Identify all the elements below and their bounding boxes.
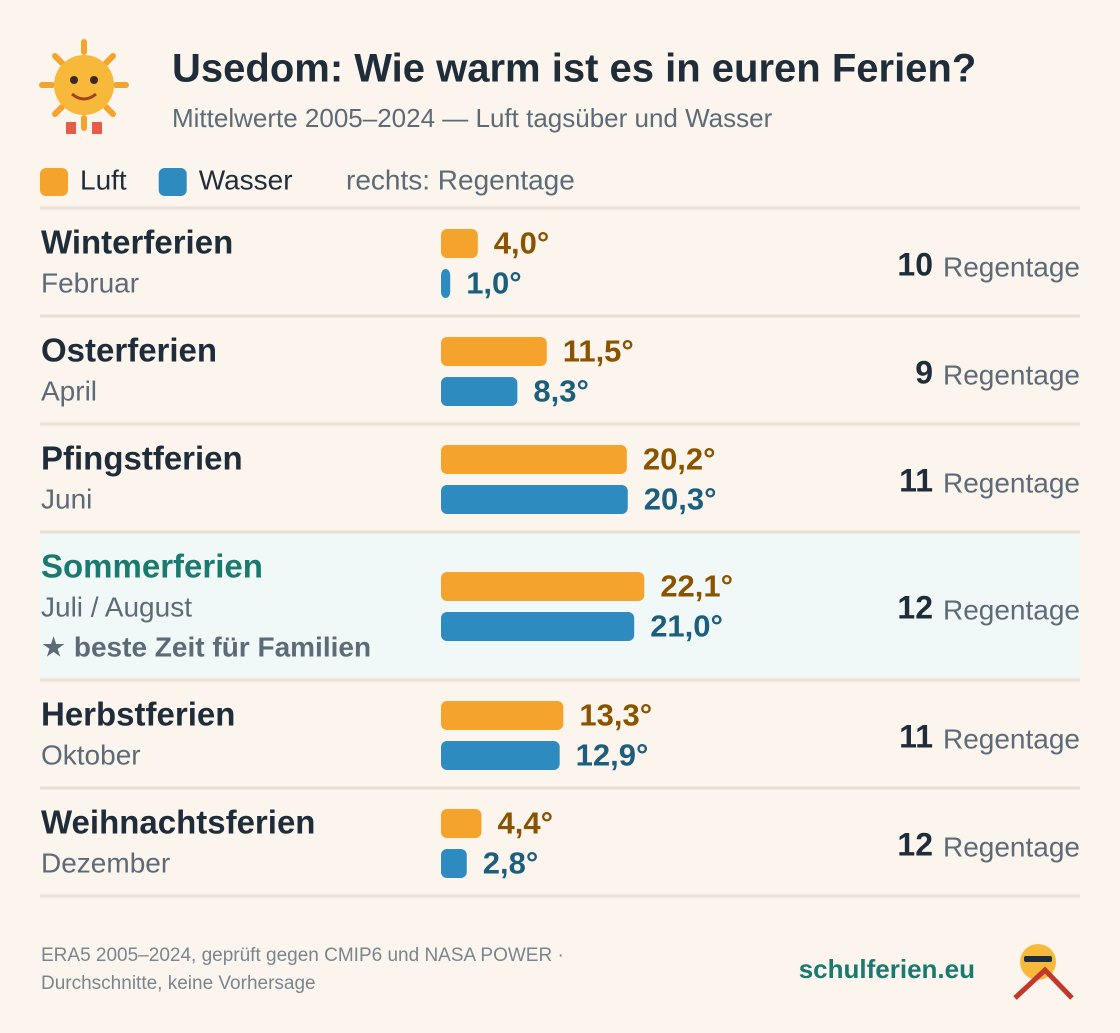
bar bbox=[441, 701, 564, 730]
rain-days: 12 bbox=[897, 589, 933, 625]
beach-sun-icon bbox=[1013, 944, 1074, 1000]
title: Usedom: Wie warm ist es in euren Ferien? bbox=[172, 47, 976, 91]
rain-days: 11 bbox=[899, 718, 933, 754]
legend-swatch bbox=[40, 168, 68, 196]
value-label: 12,9° bbox=[576, 738, 649, 773]
category-name: Pfingstferien bbox=[41, 440, 243, 477]
period: Februar bbox=[41, 267, 139, 298]
bar bbox=[441, 445, 627, 474]
bar bbox=[441, 849, 467, 878]
bar bbox=[441, 229, 478, 258]
bar bbox=[441, 377, 518, 406]
rain-days: 9 bbox=[915, 354, 933, 390]
category-name: Herbstferien bbox=[41, 696, 235, 733]
rain-days: 11 bbox=[899, 462, 933, 498]
bar bbox=[441, 741, 560, 770]
category-name: Sommerferien bbox=[41, 548, 263, 585]
category-name: Osterferien bbox=[41, 332, 217, 369]
period: April bbox=[41, 375, 97, 406]
value-label: 2,8° bbox=[483, 846, 539, 881]
value-label: 1,0° bbox=[466, 266, 522, 301]
source: Durchschnitte, keine Vorhersage bbox=[41, 973, 316, 994]
bar bbox=[441, 612, 635, 641]
period: Juli / August bbox=[41, 591, 192, 622]
legend-label: Wasser bbox=[199, 164, 293, 195]
rain-unit: Regentage bbox=[943, 467, 1080, 498]
value-label: 4,4° bbox=[497, 806, 552, 841]
bar bbox=[441, 572, 645, 601]
period: Juni bbox=[41, 483, 92, 514]
period: Dezember bbox=[41, 847, 170, 878]
rain-unit: Regentage bbox=[943, 251, 1080, 282]
legend-swatch bbox=[158, 168, 187, 196]
subtitle: Mittelwerte 2005–2024 — Luft tagsüber un… bbox=[172, 103, 773, 133]
rain-days: 10 bbox=[897, 246, 933, 282]
value-label: 22,1° bbox=[660, 569, 733, 604]
bar bbox=[441, 809, 482, 838]
rain-days: 12 bbox=[897, 826, 933, 862]
rain-unit: Regentage bbox=[943, 594, 1080, 625]
category-name: Winterferien bbox=[41, 224, 233, 261]
rain-unit: Regentage bbox=[943, 831, 1080, 862]
period: Oktober bbox=[41, 739, 141, 770]
source: ERA5 2005–2024, geprüft gegen CMIP6 und … bbox=[41, 945, 564, 966]
value-label: 13,3° bbox=[579, 698, 652, 733]
bar bbox=[441, 485, 628, 514]
brand: schulferien.eu bbox=[799, 954, 975, 984]
highlight-row bbox=[40, 534, 1080, 678]
legend-label: Luft bbox=[80, 164, 127, 195]
value-label: 8,3° bbox=[533, 374, 589, 409]
value-label: 11,5° bbox=[563, 334, 634, 369]
bar bbox=[441, 269, 451, 298]
rain-unit: Regentage bbox=[943, 723, 1080, 754]
category-name: Weihnachtsferien bbox=[41, 804, 315, 841]
legend-note: rechts: Regentage bbox=[346, 164, 575, 195]
sun-icon bbox=[39, 39, 129, 134]
rain-unit: Regentage bbox=[943, 359, 1080, 390]
value-label: 4,0° bbox=[494, 226, 550, 261]
bar bbox=[441, 337, 547, 366]
value-label: 20,3° bbox=[644, 482, 717, 517]
value-label: 20,2° bbox=[643, 442, 716, 477]
value-label: 21,0° bbox=[650, 609, 723, 644]
note: ★ beste Zeit für Familien bbox=[41, 631, 371, 662]
